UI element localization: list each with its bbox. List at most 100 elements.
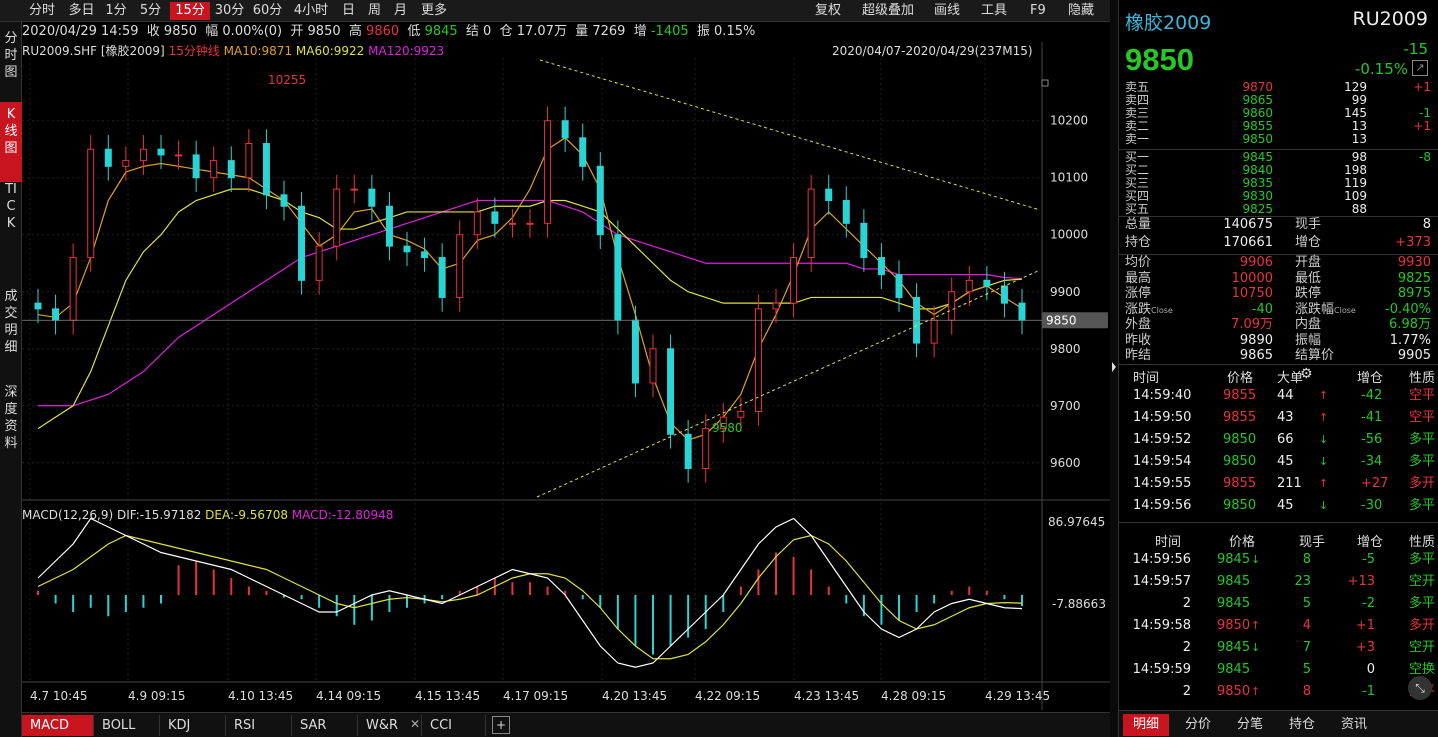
bt-price: 9850 [1223,432,1257,447]
price-tick: 9600 [1050,456,1081,470]
indicator-tab-6[interactable]: CCI [422,715,486,736]
period-tab-2[interactable]: 1分 [105,3,127,18]
info-inc: -1405 [650,24,689,39]
panel-divider[interactable] [1110,0,1118,737]
arrow-up-icon: ↑ [1251,619,1261,632]
info-high-label: 高 [348,24,362,39]
candle-body [825,188,833,202]
candle-body [860,222,868,259]
stat-label: 外盘 [1125,317,1152,332]
bid-vol: 198 [1344,163,1367,177]
right-tab-2[interactable]: 分笔 [1236,717,1263,732]
arrow-down-icon: ↓ [1251,641,1261,654]
ask-chg: +1 [1413,80,1431,94]
arrow-down-icon: ↓ [1319,455,1329,468]
indicator-tab-4[interactable]: SAR [292,715,358,736]
quote-pct: -0.15% [1354,60,1408,78]
indicator-tab-5[interactable]: W&R [358,715,422,736]
info-high: 9860 [366,24,400,39]
left-nav-0[interactable]: 分时图 [4,31,18,80]
toolbar-item-3[interactable]: 工具 [981,3,1008,18]
left-nav-3[interactable]: 成交明细 [4,289,18,355]
ask-row: 卖一 9850 13 [1119,133,1438,146]
chart-expand-handle[interactable] [1041,79,1049,87]
expand-icon[interactable]: ↗ [1412,60,1428,76]
right-tab-0[interactable]: 明细 [1123,714,1169,736]
info-inc-label: 增 [633,24,647,39]
current-price-tag [1042,312,1108,329]
price-tick: 9800 [1050,342,1081,356]
toolbar-item-2[interactable]: 画线 [934,3,961,18]
bid-row: 买四 9830 109 [1119,190,1438,203]
time-tick: 4.17 09:15 [503,689,568,703]
add-indicator-icon[interactable]: + [492,716,510,734]
bt-vol: 45 [1277,498,1294,513]
period-tab-3[interactable]: 5分 [139,3,162,18]
tick-price: 9845 [1217,574,1251,589]
candle-body [702,428,710,469]
quote-code: RU2009 [1352,8,1428,30]
stat-label-2: 结算价 [1295,348,1335,363]
toolbar-item-5[interactable]: 隐藏 [1068,3,1095,18]
indicator-tab-0[interactable]: MACD [22,715,94,736]
period-tab-9[interactable]: 周 [367,3,381,18]
time-tick: 4.20 13:45 [602,689,667,703]
right-tab-4[interactable]: 资讯 [1340,717,1367,732]
stat-value-2: 9905 [1397,348,1431,363]
ask-row: 卖五 9870 129 +1 [1119,81,1438,94]
right-tab-1[interactable]: 分价 [1184,717,1211,732]
bid-price: 9825 [1242,202,1273,216]
stat-row: 昨结 9865 结算价 9905 [1119,349,1438,364]
left-nav-4[interactable]: 深度资料 [4,385,18,451]
tick-row: 2 9845 ↓ 7 +3 空开 [1119,637,1438,659]
period-tab-8[interactable]: 日 [341,3,355,18]
candle-body [385,205,393,247]
candle-body [280,194,288,207]
left-nav-1[interactable]: K线图 [0,102,22,182]
stat-value: 170661 [1223,235,1273,250]
info-vol: 量 7269 [575,24,626,39]
kline-chart[interactable]: 10200 10100 10000 9900 9800 9700 9600 4.7 10:45… [22,42,1110,710]
bt-price: 9850 [1223,454,1257,469]
indicator-tab-1[interactable]: BOLL [94,715,160,736]
scroll-corner-icon[interactable]: ⤡ [1408,676,1432,700]
period-tab-6[interactable]: 60分 [252,3,283,18]
period-tab-11[interactable]: 更多 [420,3,447,18]
candle-body [298,205,306,281]
period-tab-1[interactable]: 多日 [68,3,95,18]
close-tab-icon[interactable]: ✕ [410,717,421,731]
toolbar-item-0[interactable]: 复权 [815,3,842,18]
price-tick: 10200 [1050,114,1088,128]
period-tab-5[interactable]: 30分 [214,3,245,18]
bt-vol: 45 [1277,454,1294,469]
stat-value: 10000 [1231,270,1273,286]
candle-body [227,160,235,179]
toolbar-item-4[interactable]: F9 [1030,3,1046,18]
period-tab-7[interactable]: 4小时 [293,3,329,18]
candle-body [1018,302,1026,321]
high-marker: 10255 [268,73,306,87]
stats-separator-2 [1119,364,1438,365]
period-tab-4[interactable]: 15分 [170,2,210,20]
candle-body [262,143,270,196]
arrow-down-icon: ↓ [1319,433,1329,446]
toolbar-item-1[interactable]: 超级叠加 [862,3,915,18]
period-tab-0[interactable]: 分时 [28,3,55,18]
info-change: 幅 0.00%(0) [205,24,283,39]
period-tab-10[interactable]: 月 [393,3,407,18]
stat-label: 涨停 [1125,286,1152,301]
left-nav-2[interactable]: TICK [5,182,17,231]
stat-value: 10750 [1231,286,1273,301]
indicator-tab-3[interactable]: RSI [226,715,292,736]
candle-body [667,348,675,435]
right-tab-3[interactable]: 持仓 [1288,717,1315,732]
settings-icon[interactable]: ⚙ [1300,366,1313,382]
info-low: 9845 [424,24,458,39]
stat-label-2: 内盘 [1295,317,1322,332]
tick-time: 14:59:57 [1132,574,1191,589]
arrow-down-icon: ↓ [1251,553,1261,566]
ask-vol: 145 [1344,106,1367,120]
indicator-tab-2[interactable]: KDJ [160,715,226,736]
